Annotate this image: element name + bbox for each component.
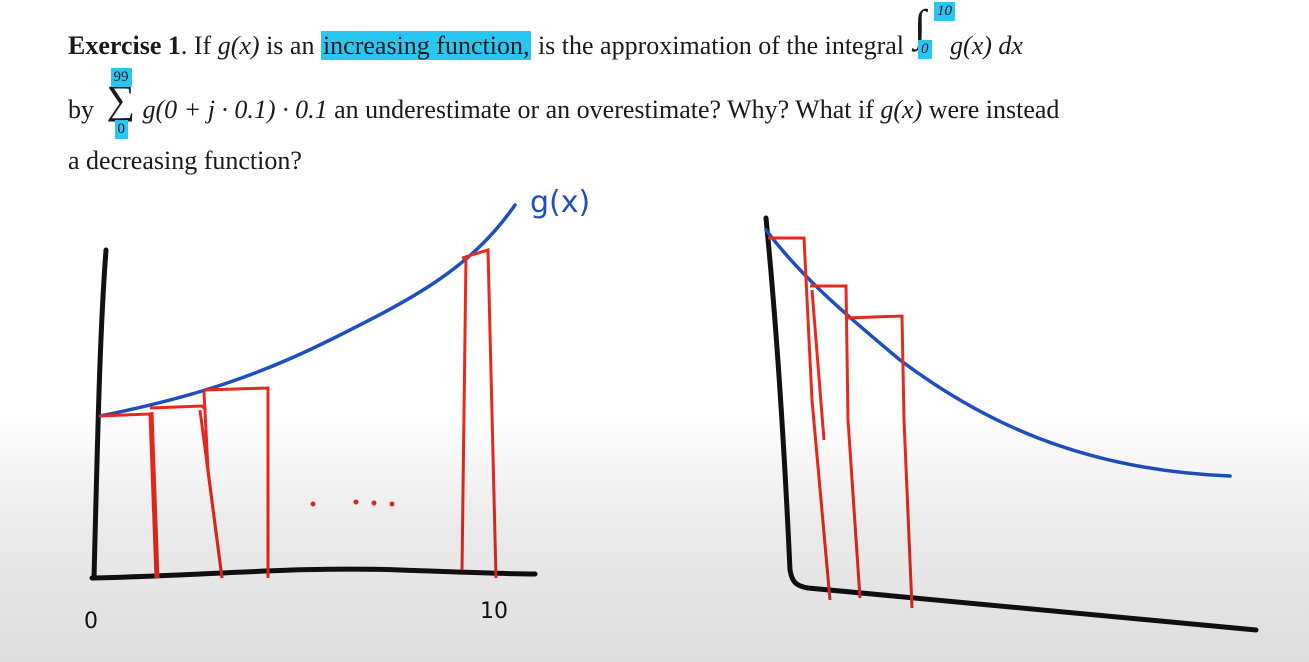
rectangle-last xyxy=(460,247,498,579)
right-x-axis xyxy=(805,585,1259,633)
integral-lower-limit: 0 xyxy=(918,40,932,59)
increasing-curve xyxy=(98,203,517,418)
rectangle-3 xyxy=(202,386,270,579)
function-g-of-x: g(x) xyxy=(217,31,260,60)
x-start-label: 0 xyxy=(84,609,98,634)
curve-label: g(x) xyxy=(530,185,590,220)
left-graph: 0 10 g(x) xyxy=(84,185,590,634)
question-text: an underestimate or an overestimate? Why… xyxy=(327,95,881,124)
right-graph xyxy=(763,215,1259,633)
approximation-text: is the approximation of the integral xyxy=(531,31,905,60)
is-an-text: is an xyxy=(259,31,321,60)
exercise-label: Exercise 1 xyxy=(68,31,181,60)
highlight-increasing-function: increasing function, xyxy=(320,31,532,60)
problem-line-3: a decreasing function? xyxy=(68,146,302,175)
intro-text: . If xyxy=(180,31,218,60)
sum-upper-limit: 99 xyxy=(110,68,132,87)
line2-end-text: were instead xyxy=(922,95,1060,124)
integral-symbol: ∫ 10 0 xyxy=(914,2,956,59)
sum-lower-limit: 0 xyxy=(114,120,128,139)
x-end-label: 10 xyxy=(480,599,508,624)
ellipsis-dots xyxy=(310,499,395,507)
by-text: by xyxy=(68,95,101,124)
function-g-of-x-2: g(x) xyxy=(880,95,923,124)
problem-line-2: by ∑ 99 0 g(0 + j · 0.1) · 0.1 an underesti… xyxy=(68,68,1060,139)
rectangle-r2 xyxy=(810,284,862,599)
left-y-axis xyxy=(91,247,109,581)
problem-line-1: Exercise 1. If g(x) is an increasing fun… xyxy=(68,2,1023,61)
sum-symbol: ∑ 99 0 xyxy=(106,68,136,139)
rectangle-r3 xyxy=(845,314,914,609)
integrand: g(x) dx xyxy=(950,31,1023,60)
right-y-axis xyxy=(763,215,811,591)
rectangle-1 xyxy=(99,412,158,579)
integral-upper-limit: 10 xyxy=(934,2,956,21)
decreasing-curve xyxy=(764,228,1232,478)
rectangle-r1 xyxy=(768,236,832,601)
left-x-axis xyxy=(89,566,538,581)
sum-expression: g(0 + j · 0.1) · 0.1 xyxy=(142,95,328,124)
